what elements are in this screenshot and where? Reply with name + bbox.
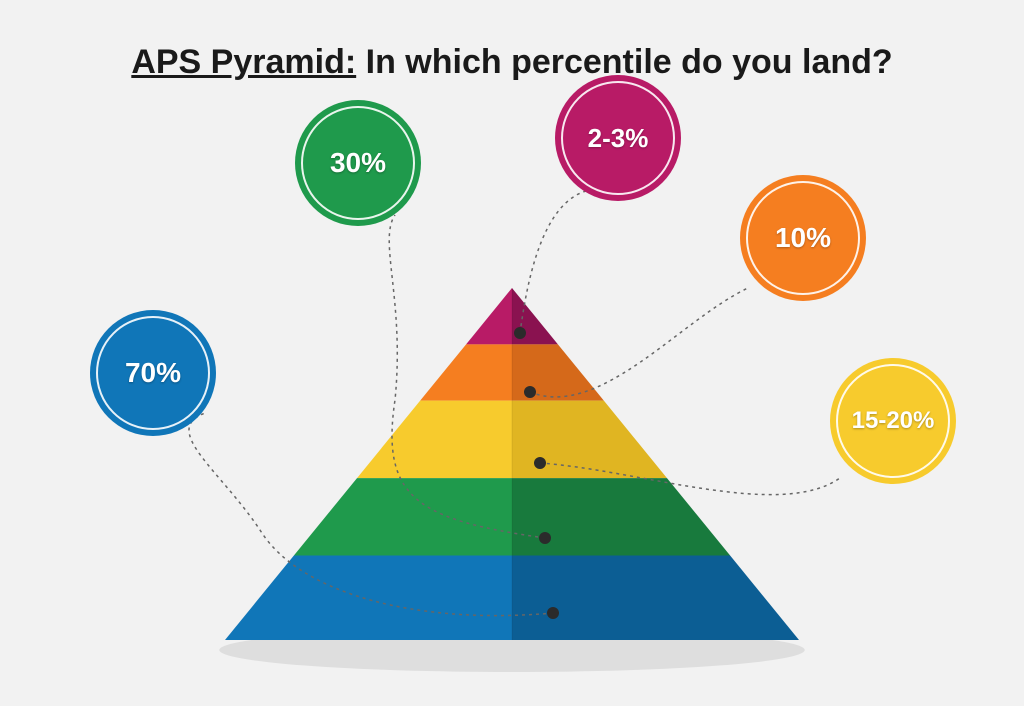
- bubble-ring: [836, 364, 950, 478]
- infographic-stage: APS Pyramid: In which percentile do you …: [0, 0, 1024, 706]
- bubble-ring: [96, 316, 210, 430]
- bubble-ring: [746, 181, 860, 295]
- page-title: APS Pyramid: In which percentile do you …: [0, 43, 1024, 82]
- bubble-70: 70%: [90, 310, 216, 436]
- title-lead: APS Pyramid:: [131, 43, 356, 81]
- bubble-10: 10%: [740, 175, 866, 301]
- bubble-15-20: 15-20%: [830, 358, 956, 484]
- bubble-ring: [301, 106, 415, 220]
- bubble-30: 30%: [295, 100, 421, 226]
- bubble-ring: [561, 81, 675, 195]
- bubble-2-3: 2-3%: [555, 75, 681, 201]
